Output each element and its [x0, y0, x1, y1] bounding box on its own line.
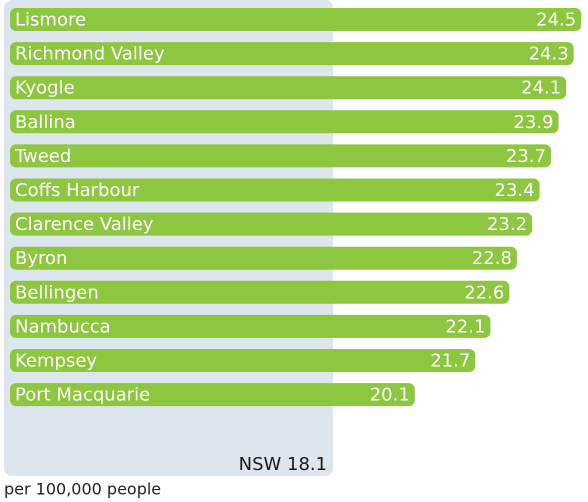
category-label: Clarence Valley [15, 214, 154, 235]
category-label: Byron [15, 248, 67, 269]
bar [10, 110, 559, 134]
bar [10, 42, 574, 66]
category-label: Lismore [15, 10, 86, 31]
footnote: per 100,000 people [4, 480, 161, 499]
category-label: Richmond Valley [15, 44, 165, 65]
category-label: Port Macquarie [15, 385, 150, 406]
bar [10, 178, 540, 202]
category-label: Kyogle [15, 78, 75, 99]
bar [10, 280, 510, 304]
category-label: Coffs Harbour [15, 180, 140, 201]
value-label: 22.8 [472, 248, 512, 269]
bar [10, 144, 551, 168]
value-label: 21.7 [430, 351, 470, 372]
bar [10, 76, 567, 100]
category-label: Nambucca [15, 316, 111, 337]
bar [10, 383, 415, 407]
value-label: 24.5 [536, 10, 576, 31]
value-label: 23.4 [495, 180, 535, 201]
bar [10, 246, 517, 270]
category-label: Bellingen [15, 282, 99, 303]
category-label: Ballina [15, 112, 76, 133]
bar [10, 349, 476, 372]
value-label: 22.1 [445, 316, 485, 337]
value-label: 24.3 [529, 44, 569, 65]
bar [10, 314, 491, 338]
value-label: 20.1 [370, 385, 410, 406]
category-label: Kempsey [15, 351, 97, 372]
bar [10, 212, 533, 236]
value-label: 24.1 [521, 78, 561, 99]
bar [10, 8, 582, 31]
reference-label: NSW 18.1 [239, 454, 328, 475]
value-label: 22.6 [464, 282, 504, 303]
value-label: 23.9 [513, 112, 553, 133]
value-label: 23.7 [506, 146, 546, 167]
value-label: 23.2 [487, 214, 527, 235]
category-label: Tweed [14, 146, 71, 167]
